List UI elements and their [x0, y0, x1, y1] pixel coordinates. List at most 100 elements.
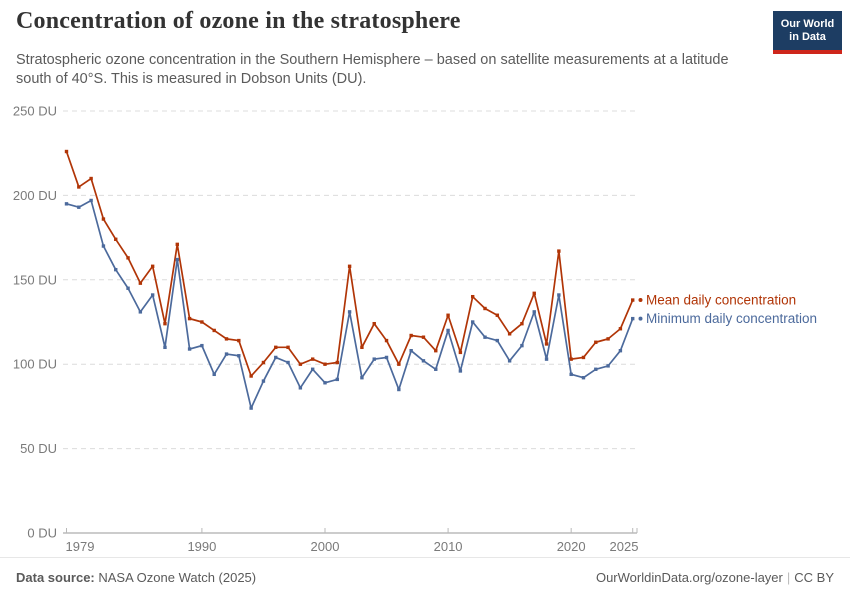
data-point-marker[interactable] [89, 198, 93, 203]
legend[interactable]: Mean daily concentration Minimum daily co… [638, 293, 818, 327]
data-point-marker[interactable] [323, 362, 327, 366]
owid-logo[interactable]: Our World in Data [773, 11, 842, 54]
data-point-marker[interactable] [150, 264, 155, 268]
data-point-marker[interactable] [557, 249, 561, 253]
data-point-marker[interactable] [507, 332, 512, 336]
data-point-marker[interactable] [569, 372, 573, 377]
data-point-marker[interactable] [298, 386, 303, 390]
data-point-marker[interactable] [126, 286, 130, 290]
data-point-marker[interactable] [458, 369, 463, 373]
data-point-marker[interactable] [274, 355, 278, 360]
data-point-marker[interactable] [335, 360, 339, 365]
legend-label-mean[interactable]: Mean daily concentration [646, 293, 796, 308]
data-point-marker[interactable] [298, 362, 303, 366]
data-point-marker[interactable] [384, 355, 389, 360]
data-point-marker[interactable] [434, 367, 438, 371]
data-point-marker[interactable] [446, 313, 450, 317]
data-point-marker[interactable] [261, 379, 266, 383]
data-point-marker[interactable] [261, 360, 266, 365]
data-point-marker[interactable] [532, 291, 536, 296]
data-point-marker[interactable] [544, 342, 549, 346]
data-point-marker[interactable] [483, 335, 487, 339]
data-point-marker[interactable] [495, 313, 500, 317]
data-point-marker[interactable] [114, 237, 118, 241]
data-point-marker[interactable] [64, 149, 69, 154]
data-point-marker[interactable] [163, 345, 167, 350]
data-point-marker[interactable] [114, 267, 118, 272]
data-point-marker[interactable] [323, 381, 327, 385]
series-line-minimum[interactable] [66, 199, 634, 409]
owid-url-link[interactable]: OurWorldinData.org/ozone-layer [595, 570, 783, 585]
data-series[interactable] [64, 149, 635, 410]
data-point-marker[interactable] [372, 321, 376, 326]
data-point-marker[interactable] [532, 310, 536, 314]
data-point-marker[interactable] [470, 320, 475, 324]
data-point-marker[interactable] [286, 360, 290, 365]
data-point-marker[interactable] [544, 357, 549, 361]
data-point-marker[interactable] [446, 328, 450, 333]
data-point-marker[interactable] [483, 306, 487, 311]
data-point-marker[interactable] [212, 372, 216, 377]
data-point-marker[interactable] [237, 338, 241, 343]
data-point-marker[interactable] [581, 376, 586, 380]
data-point-marker[interactable] [163, 321, 167, 326]
data-point-marker[interactable] [384, 338, 389, 343]
data-point-marker[interactable] [200, 320, 204, 324]
data-point-marker[interactable] [520, 321, 524, 326]
data-point-marker[interactable] [126, 256, 130, 260]
data-point-marker[interactable] [594, 367, 598, 371]
data-point-marker[interactable] [286, 345, 290, 350]
data-point-marker[interactable] [581, 355, 586, 360]
data-point-marker[interactable] [310, 357, 315, 361]
data-point-marker[interactable] [310, 367, 315, 371]
data-point-marker[interactable] [224, 352, 229, 356]
data-point-marker[interactable] [594, 340, 598, 344]
data-point-marker[interactable] [101, 217, 106, 221]
data-point-marker[interactable] [507, 359, 512, 363]
data-point-marker[interactable] [77, 185, 81, 189]
data-point-marker[interactable] [249, 374, 253, 378]
data-point-marker[interactable] [335, 377, 339, 382]
data-point-marker[interactable] [631, 316, 635, 321]
data-point-marker[interactable] [138, 281, 143, 285]
data-point-marker[interactable] [77, 205, 81, 209]
data-point-marker[interactable] [631, 298, 635, 302]
data-point-marker[interactable] [409, 333, 413, 338]
data-point-marker[interactable] [187, 316, 192, 321]
data-point-marker[interactable] [520, 343, 524, 348]
data-point-marker[interactable] [237, 354, 241, 358]
data-point-marker[interactable] [618, 327, 623, 331]
data-point-marker[interactable] [458, 350, 463, 355]
data-point-marker[interactable] [360, 345, 364, 350]
data-point-marker[interactable] [557, 293, 561, 297]
data-point-marker[interactable] [175, 242, 179, 247]
data-point-marker[interactable] [175, 257, 179, 262]
license-link[interactable]: CC BY [794, 570, 834, 585]
data-point-marker[interactable] [495, 338, 500, 343]
data-point-marker[interactable] [187, 347, 192, 351]
legend-label-minimum[interactable]: Minimum daily concentration [646, 311, 817, 326]
data-point-marker[interactable] [434, 348, 438, 353]
data-point-marker[interactable] [606, 337, 610, 341]
data-point-marker[interactable] [150, 293, 155, 297]
data-point-marker[interactable] [606, 364, 610, 368]
data-point-marker[interactable] [347, 264, 352, 268]
data-point-marker[interactable] [372, 357, 376, 361]
data-point-marker[interactable] [470, 294, 475, 299]
data-point-marker[interactable] [421, 335, 426, 339]
data-point-marker[interactable] [347, 310, 352, 314]
data-point-marker[interactable] [360, 376, 364, 380]
data-point-marker[interactable] [212, 328, 216, 333]
data-point-marker[interactable] [421, 359, 426, 363]
data-point-marker[interactable] [397, 387, 401, 392]
data-point-marker[interactable] [618, 348, 623, 353]
data-point-marker[interactable] [569, 357, 573, 361]
data-point-marker[interactable] [101, 244, 106, 248]
data-point-marker[interactable] [224, 337, 229, 341]
data-point-marker[interactable] [274, 345, 278, 350]
data-point-marker[interactable] [397, 362, 401, 366]
data-point-marker[interactable] [409, 348, 413, 353]
data-point-marker[interactable] [89, 176, 93, 181]
data-point-marker[interactable] [64, 202, 69, 206]
